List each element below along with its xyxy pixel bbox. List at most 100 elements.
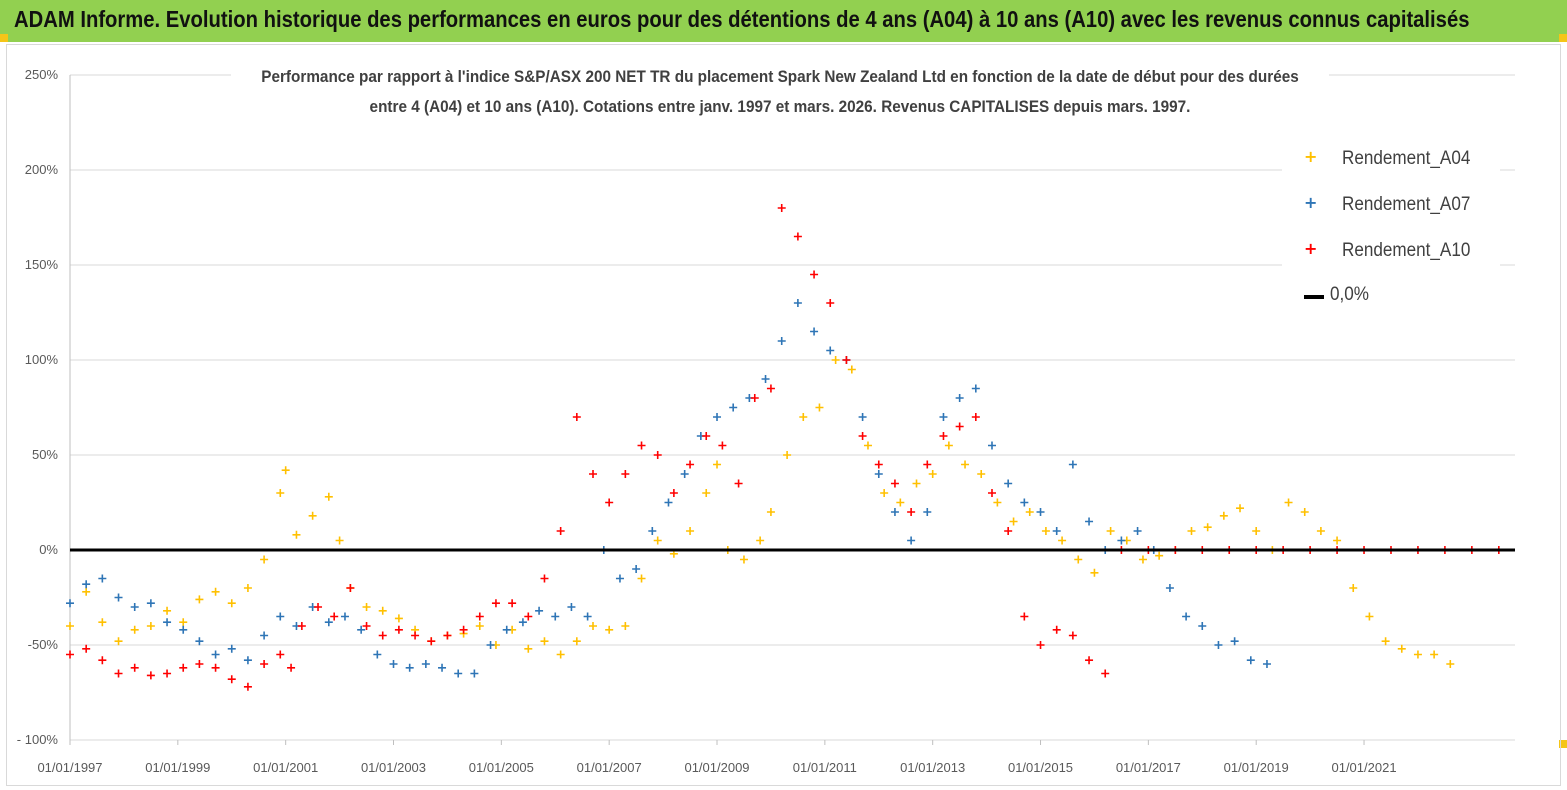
data-point-rendement-a04 <box>863 441 872 450</box>
data-point-rendement-a10 <box>459 625 468 634</box>
data-point-rendement-a10 <box>130 663 139 672</box>
data-point-rendement-a07 <box>518 618 527 627</box>
data-point-rendement-a07 <box>632 565 641 573</box>
data-point-rendement-a10 <box>750 394 759 402</box>
data-point-rendement-a07 <box>987 441 996 450</box>
data-point-rendement-a07 <box>130 603 139 611</box>
legend-label: Rendement_A07 <box>1342 194 1471 215</box>
data-point-rendement-a10 <box>1085 656 1094 665</box>
header-banner: ADAM Informe. Evolution historique des p… <box>0 0 1567 42</box>
data-point-rendement-a07 <box>648 527 657 535</box>
data-point-rendement-a04 <box>831 356 840 364</box>
data-point-rendement-a04 <box>114 637 123 646</box>
data-point-rendement-a07 <box>858 413 867 421</box>
data-point-rendement-a07 <box>98 574 107 583</box>
data-point-rendement-a04 <box>1025 508 1034 516</box>
data-point-rendement-a07 <box>874 470 883 478</box>
legend-item-zero-line: 0,0% <box>1282 282 1500 310</box>
data-point-rendement-a10 <box>82 644 91 653</box>
data-point-rendement-a04 <box>896 498 905 507</box>
data-point-rendement-a07 <box>114 593 123 602</box>
data-point-rendement-a07 <box>486 641 495 649</box>
data-point-rendement-a10 <box>114 669 123 678</box>
data-point-rendement-a04 <box>335 536 344 545</box>
data-point-rendement-a04 <box>653 536 662 545</box>
data-point-rendement-a07 <box>146 599 155 608</box>
data-point-rendement-a07 <box>939 413 948 421</box>
data-point-rendement-a10 <box>556 527 565 535</box>
legend-label: Rendement_A04 <box>1342 148 1471 169</box>
x-tick-label: 01/01/2001 <box>253 760 318 775</box>
data-point-rendement-a07 <box>1068 460 1077 469</box>
data-point-rendement-a04 <box>1333 536 1342 545</box>
data-point-rendement-a10 <box>842 356 851 364</box>
data-point-rendement-a04 <box>98 618 107 627</box>
legend-label: Rendement_A10 <box>1342 240 1471 261</box>
data-point-rendement-a10 <box>378 631 387 640</box>
data-point-rendement-a07 <box>1020 498 1029 507</box>
data-point-rendement-a04 <box>1349 584 1358 592</box>
data-point-rendement-a10 <box>362 622 371 630</box>
data-point-rendement-a07 <box>66 599 74 608</box>
data-point-rendement-a07 <box>340 612 349 621</box>
data-point-rendement-a07 <box>761 375 770 383</box>
report-title: ADAM Informe. Evolution historique des p… <box>14 6 1470 32</box>
data-point-rendement-a07 <box>243 656 252 665</box>
data-point-rendement-a10 <box>874 460 883 469</box>
data-point-rendement-a04 <box>702 489 711 497</box>
data-point-rendement-a07 <box>1246 656 1255 665</box>
data-point-rendement-a04 <box>1316 527 1325 535</box>
data-point-rendement-a10 <box>211 663 220 672</box>
data-point-rendement-a07 <box>907 536 916 545</box>
data-point-rendement-a10 <box>540 574 549 583</box>
data-point-rendement-a04 <box>362 603 371 611</box>
data-point-rendement-a07 <box>179 625 188 634</box>
legend-item-a10: + Rendement_A10 <box>1282 238 1500 266</box>
data-point-rendement-a04 <box>847 365 856 374</box>
data-point-rendement-a07 <box>1036 508 1045 516</box>
data-point-rendement-a04 <box>146 622 155 630</box>
data-point-rendement-a04 <box>637 574 646 583</box>
data-point-rendement-a10 <box>314 603 323 611</box>
data-point-rendement-a04 <box>572 637 581 646</box>
chart-legend: + Rendement_A04 + Rendement_A07 + Rendem… <box>1282 140 1500 316</box>
data-point-rendement-a10 <box>524 612 533 621</box>
data-point-rendement-a04 <box>944 441 953 450</box>
data-point-rendement-a04 <box>621 622 630 630</box>
data-point-rendement-a07 <box>82 580 91 589</box>
data-point-rendement-a04 <box>281 466 290 475</box>
data-point-rendement-a07 <box>1052 527 1061 535</box>
y-tick-label: 150% <box>25 257 59 272</box>
data-point-rendement-a07 <box>260 631 269 640</box>
data-point-rendement-a04 <box>766 508 775 516</box>
data-point-rendement-a04 <box>378 606 387 615</box>
x-tick-label: 01/01/1999 <box>145 760 210 775</box>
corner-handle[interactable] <box>0 34 8 42</box>
x-tick-label: 01/01/2005 <box>469 760 534 775</box>
corner-handle[interactable] <box>1559 740 1567 748</box>
line-marker-icon <box>1304 295 1324 299</box>
data-point-rendement-a04 <box>260 555 269 564</box>
data-point-rendement-a10 <box>287 663 296 672</box>
data-point-rendement-a10 <box>718 441 727 450</box>
data-point-rendement-a10 <box>98 656 107 665</box>
chart-title-line1: Performance par rapport à l'indice S&P/A… <box>261 67 1299 86</box>
data-point-rendement-a04 <box>195 595 204 604</box>
data-point-rendement-a07 <box>1117 536 1126 545</box>
data-point-rendement-a10 <box>858 432 867 440</box>
data-point-rendement-a10 <box>621 470 630 478</box>
data-point-rendement-a04 <box>1074 555 1083 564</box>
corner-handle[interactable] <box>1559 34 1567 42</box>
data-point-rendement-a07 <box>195 637 204 646</box>
data-point-rendement-a04 <box>912 479 921 488</box>
data-point-rendement-a10 <box>810 270 819 279</box>
data-point-rendement-a04 <box>1284 498 1293 507</box>
data-point-rendement-a04 <box>163 606 172 615</box>
data-point-rendement-a07 <box>438 663 447 672</box>
data-point-rendement-a07 <box>421 660 430 668</box>
chart-title-line2: entre 4 (A04) et 10 ans (A10). Cotations… <box>369 97 1191 116</box>
chart-area <box>6 44 1561 786</box>
data-point-rendement-a04 <box>276 489 285 497</box>
data-point-rendement-a07 <box>615 574 624 583</box>
